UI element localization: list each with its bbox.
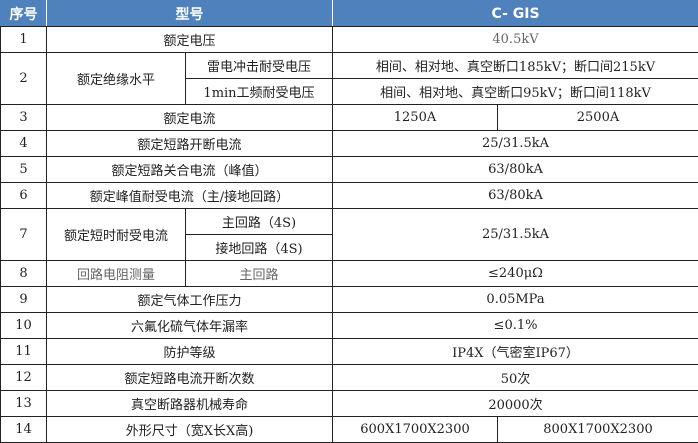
row-label: 额定峰值耐受电流（主/接地回路） <box>46 182 333 209</box>
table-row: 9 额定气体工作压力 0.05MPa <box>0 286 698 313</box>
row-label: 回路电阻测量 <box>46 260 186 287</box>
row-value: 20000次 <box>331 390 698 417</box>
table-row: 11 防护等级 IP4X（气密室IP67） <box>0 338 698 365</box>
row-no: 6 <box>0 182 47 209</box>
row-no: 5 <box>0 156 47 183</box>
row-label: 真空断路器机械寿命 <box>46 390 333 417</box>
table-row: 3 额定电流 1250A 2500A <box>0 104 698 131</box>
table-row: 1 额定电压 40.5kV <box>0 26 698 53</box>
row-no: 13 <box>0 390 47 417</box>
row-label: 额定电压 <box>46 26 333 53</box>
row-no: 11 <box>0 338 47 365</box>
table-row: 6 额定峰值耐受电流（主/接地回路） 63/80kA <box>0 182 698 209</box>
table-row: 4 额定短路开断电流 25/31.5kA <box>0 130 698 157</box>
table-row: 7 额定短时耐受电流 主回路（4S) 25/31.5kA <box>0 208 698 261</box>
row-no: 8 <box>0 260 47 287</box>
row-label: 额定绝缘水平 <box>46 52 186 105</box>
table-row: 2 额定绝缘水平 雷电冲击耐受电压 相间、相对地、真空断口185kV；断口间21… <box>0 52 698 105</box>
row-value: 63/80kA <box>331 156 698 183</box>
row-value: 0.05MPa <box>331 286 698 313</box>
row-value: 25/31.5kA <box>331 130 698 157</box>
row-label: 额定短路开断电流 <box>46 130 333 157</box>
table-row: 14 外形尺寸（宽X长X高) 600X1700X2300 800X1700X23… <box>0 416 698 443</box>
table-row: 10 六氟化硫气体年漏率 ≤0.1% <box>0 312 698 339</box>
row-label: 外形尺寸（宽X长X高) <box>46 416 333 443</box>
row-sublabel: 1min工频耐受电压 <box>185 78 333 105</box>
header-model: 型号 <box>46 0 333 27</box>
row-no: 14 <box>0 416 47 443</box>
row-value: ≤0.1% <box>331 312 698 339</box>
row-no: 3 <box>0 104 47 131</box>
row-sublabel: 主回路 <box>185 260 333 287</box>
row-value: 40.5kV <box>331 26 698 53</box>
row-value: IP4X（气密室IP67） <box>331 338 698 365</box>
row-no: 1 <box>0 26 47 53</box>
row-label: 额定短路电流开断次数 <box>46 364 333 391</box>
row-value: 相间、相对地、真空断口95kV；断口间118kV <box>331 78 698 105</box>
row-label: 额定短路关合电流（峰值） <box>46 156 333 183</box>
row-no: 9 <box>0 286 47 313</box>
row-label: 额定电流 <box>46 104 333 131</box>
row-value-a: 600X1700X2300 <box>332 416 498 443</box>
row-no: 4 <box>0 130 47 157</box>
header-no: 序号 <box>0 0 47 27</box>
row-value-a: 1250A <box>332 104 498 131</box>
row-sublabel: 主回路（4S) <box>185 208 333 235</box>
row-value: 25/31.5kA <box>331 208 698 261</box>
header-value: C- GIS <box>331 0 698 27</box>
table-row: 8 回路电阻测量 主回路 ≤240μΩ <box>0 260 698 287</box>
row-no: 12 <box>0 364 47 391</box>
row-value: ≤240μΩ <box>331 260 698 287</box>
row-no: 7 <box>0 208 47 261</box>
row-label: 防护等级 <box>46 338 333 365</box>
row-label: 额定短时耐受电流 <box>46 208 186 261</box>
table-row: 13 真空断路器机械寿命 20000次 <box>0 390 698 417</box>
table-row: 1min工频耐受电压 相间、相对地、真空断口95kV；断口间118kV <box>1 78 698 105</box>
row-sublabel: 雷电冲击耐受电压 <box>185 52 333 79</box>
row-value-b: 800X1700X2300 <box>496 416 698 443</box>
row-value-b: 2500A <box>496 104 698 131</box>
row-label: 六氟化硫气体年漏率 <box>46 312 333 339</box>
header-row: 序号 型号 C- GIS <box>0 0 698 27</box>
row-no: 2 <box>0 52 47 105</box>
row-sublabel: 接地回路（4S) <box>185 234 333 261</box>
row-value: 50次 <box>331 364 698 391</box>
row-no: 10 <box>0 312 47 339</box>
row-value: 相间、相对地、真空断口185kV；断口间215kV <box>331 52 698 79</box>
row-value: 63/80kA <box>331 182 698 209</box>
table-row: 5 额定短路关合电流（峰值） 63/80kA <box>0 156 698 183</box>
row-label: 额定气体工作压力 <box>46 286 333 313</box>
table-row: 12 额定短路电流开断次数 50次 <box>0 364 698 391</box>
